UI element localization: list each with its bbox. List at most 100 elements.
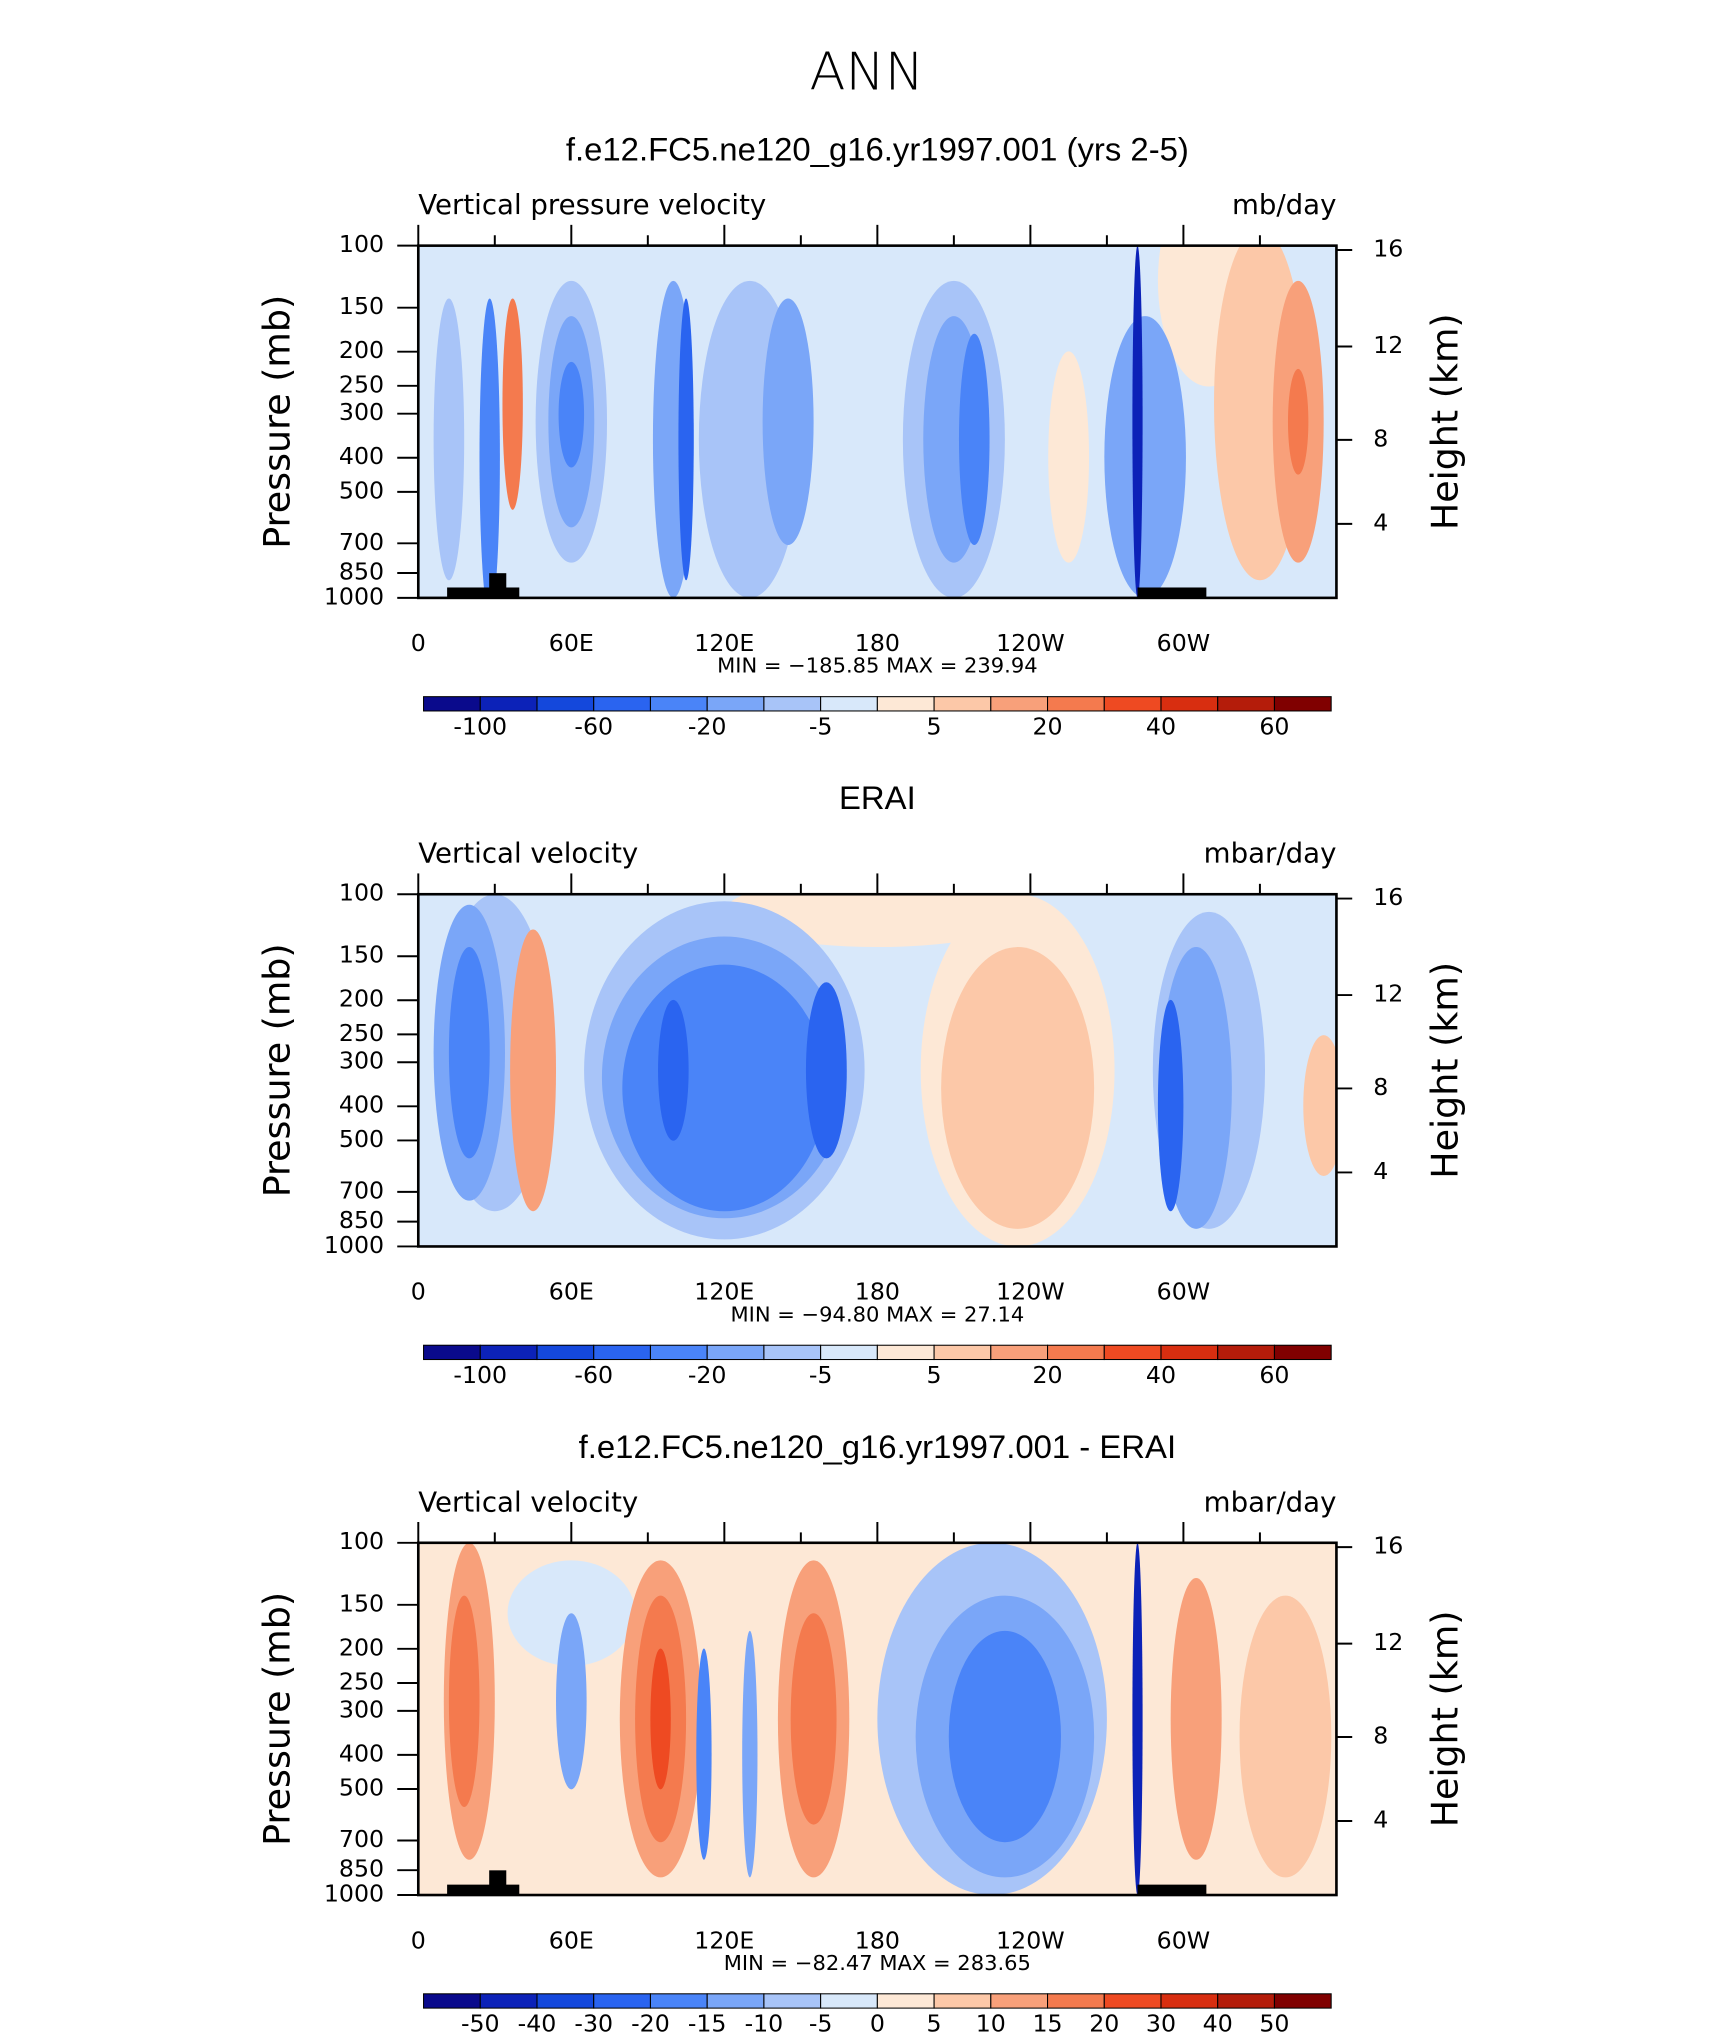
- colorbar-box: [990, 1344, 1049, 1361]
- colorbar-box: [990, 1993, 1049, 2009]
- y-tick-label: 250: [339, 370, 384, 398]
- y2-tick-label: 16: [1373, 883, 1403, 911]
- x-tick-label: 60E: [549, 1926, 594, 1954]
- colorbar-label: -5: [809, 2010, 833, 2038]
- contour-field: [418, 894, 1337, 1247]
- y-axis-label: Pressure (mb): [255, 1592, 298, 1846]
- colorbar-label: 20: [1032, 1361, 1062, 1389]
- y-tick-label: 850: [339, 558, 384, 586]
- colorbar-box: [479, 1993, 538, 2009]
- colorbar-box: [706, 696, 765, 712]
- colorbar-box: [763, 1344, 822, 1361]
- y-tick-label: 850: [339, 1855, 384, 1883]
- y-tick-label: 700: [339, 1825, 384, 1853]
- contour-region: [696, 1648, 712, 1860]
- contour-field: [418, 245, 1337, 598]
- y-tick-label: 1000: [324, 1231, 384, 1259]
- colorbar-label: 40: [1146, 712, 1176, 740]
- colorbar-box: [536, 1993, 595, 2009]
- y2-tick-label: 4: [1373, 508, 1388, 536]
- y-tick-label: 200: [339, 985, 384, 1013]
- contour-region: [678, 298, 694, 581]
- y-tick-label: 400: [339, 442, 384, 470]
- contour-region: [948, 1630, 1061, 1843]
- y-tick-label: 300: [339, 1695, 384, 1723]
- y-tick-label: 400: [339, 1739, 384, 1767]
- x-tick-label: 120W: [996, 1926, 1065, 1954]
- x-tick-label: 180: [855, 1926, 900, 1954]
- colorbar-label: -20: [631, 2010, 670, 2038]
- contour-region: [1170, 1578, 1222, 1860]
- topography: [1137, 1884, 1207, 1896]
- colorbar-box: [706, 1993, 765, 2009]
- colorbar-box: [536, 1344, 595, 1361]
- y2-tick-label: 12: [1373, 331, 1403, 359]
- colorbar-box: [1217, 1344, 1275, 1361]
- colorbar-label: -60: [574, 1361, 613, 1389]
- x-tick-label: 120E: [694, 629, 754, 657]
- topography: [489, 573, 507, 598]
- x-tick-label: 0: [411, 629, 426, 657]
- colorbar-box: [423, 1993, 481, 2009]
- right-label: mbar/day: [1204, 839, 1337, 870]
- left-label: Vertical velocity: [418, 839, 638, 870]
- y-tick-label: 1000: [324, 1880, 384, 1908]
- x-tick-label: 60W: [1157, 629, 1211, 657]
- y2-tick-label: 8: [1373, 424, 1388, 452]
- panel-title: ERAI: [839, 779, 916, 816]
- y-axis-label: Pressure (mb): [255, 943, 298, 1197]
- y2-tick-label: 8: [1373, 1073, 1388, 1101]
- contour-region: [1132, 1542, 1143, 1896]
- colorbar-label: 15: [1032, 2010, 1062, 2038]
- colorbar-label: -20: [688, 712, 727, 740]
- colorbar-box: [820, 1344, 878, 1361]
- colorbar-box: [933, 696, 992, 712]
- y-tick-label: 500: [339, 476, 384, 504]
- colorbar-box: [479, 1344, 538, 1361]
- topography: [447, 1884, 520, 1896]
- x-tick-label: 120W: [996, 1278, 1065, 1306]
- colorbar-box: [876, 1993, 935, 2009]
- colorbar-box: [1160, 1344, 1219, 1361]
- colorbar-label: 5: [927, 712, 942, 740]
- y2-tick-label: 4: [1373, 1806, 1388, 1834]
- contour-region: [448, 947, 490, 1159]
- contour-field: [418, 1542, 1337, 1896]
- colorbar-box: [876, 1344, 935, 1361]
- colorbar-box: [1273, 1993, 1332, 2009]
- y-tick-label: 700: [339, 1176, 384, 1204]
- colorbar-box: [649, 1993, 708, 2009]
- topography: [1137, 587, 1207, 598]
- colorbar-label: -40: [518, 2010, 557, 2038]
- y-tick-label: 150: [339, 1589, 384, 1617]
- colorbar-label: 40: [1146, 1361, 1176, 1389]
- y-tick-label: 500: [339, 1774, 384, 1802]
- contour-region: [556, 1613, 587, 1790]
- colorbar-box: [1047, 696, 1105, 712]
- contour-region: [558, 361, 585, 468]
- topography: [447, 587, 520, 598]
- y-tick-label: 400: [339, 1091, 384, 1119]
- y2-tick-label: 16: [1373, 1532, 1403, 1560]
- y2-axis-label: Height (km): [1423, 962, 1466, 1179]
- y-tick-label: 300: [339, 398, 384, 426]
- contour-region: [1239, 1595, 1332, 1878]
- contour-region: [1048, 351, 1090, 563]
- panel-title: f.e12.FC5.ne120_g16.yr1997.001 - ERAI: [579, 1428, 1176, 1465]
- contour-region: [1287, 368, 1309, 475]
- x-tick-label: 0: [411, 1926, 426, 1954]
- colorbar-box: [536, 696, 595, 712]
- contour-region: [502, 298, 523, 510]
- y-tick-label: 100: [339, 879, 384, 907]
- contour-region: [762, 298, 814, 546]
- colorbar-label: 20: [1089, 2010, 1119, 2038]
- y-tick-label: 100: [339, 230, 384, 258]
- x-tick-label: 120W: [996, 629, 1065, 657]
- x-tick-label: 0: [411, 1278, 426, 1306]
- y2-tick-label: 16: [1373, 235, 1403, 263]
- x-tick-label: 180: [855, 1278, 900, 1306]
- colorbar-box: [763, 1993, 822, 2009]
- colorbar-box: [763, 696, 822, 712]
- colorbar-box: [1103, 1993, 1162, 2009]
- colorbar-box: [933, 1993, 992, 2009]
